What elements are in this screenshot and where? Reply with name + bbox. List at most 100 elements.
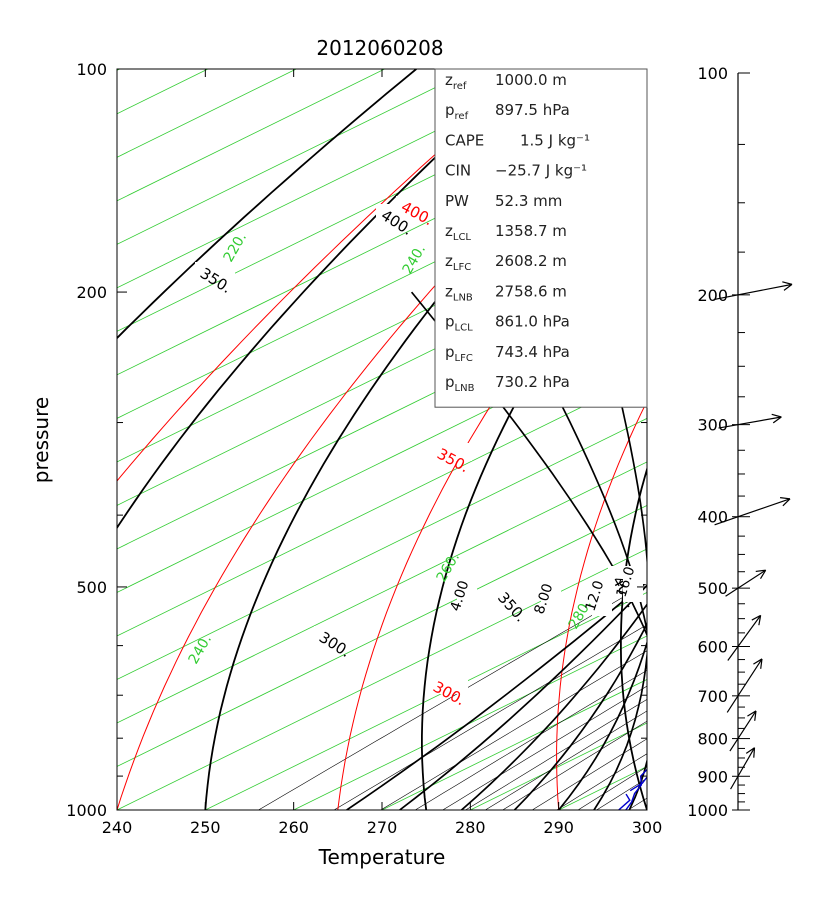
temperature-profile-line <box>625 768 647 810</box>
stat-label: zLFC <box>445 252 471 273</box>
isotherm-line <box>117 504 647 767</box>
wind-arrow-shaft <box>725 569 767 597</box>
isotherm-line <box>117 548 647 810</box>
stat-label: pref <box>445 101 469 122</box>
isotherm-line <box>117 243 647 506</box>
y-axis: 100 200 500 1000 <box>66 60 647 820</box>
moist-adiabat-line <box>346 580 647 810</box>
stat-value: 1358.7 m <box>495 222 567 240</box>
stat-value: 897.5 hPa <box>495 101 570 119</box>
isotherm-line <box>117 69 120 71</box>
stat-label: CAPE <box>445 131 484 149</box>
mixing-ratio-line <box>415 669 647 810</box>
dry-adiabat-line <box>117 69 417 340</box>
y-tick-label: 1000 <box>66 801 107 820</box>
stat-value: 52.3 mm <box>495 192 562 210</box>
wind-axis-label: 600 <box>697 637 728 656</box>
moist-adiabat-line <box>513 622 647 810</box>
wind-arrow-head <box>755 569 766 573</box>
isotherm-line <box>117 330 647 593</box>
y-tick-label: 500 <box>76 578 107 597</box>
x-tick-label: 250 <box>190 818 221 837</box>
stat-value: 2758.6 m <box>495 282 567 300</box>
wind-axis-label: 500 <box>697 579 728 598</box>
label-background <box>428 676 468 694</box>
x-tick-label: 260 <box>278 818 309 837</box>
stat-label: zref <box>445 71 467 92</box>
wind-arrow-shaft <box>730 747 756 790</box>
mixing-ratio-line <box>465 699 647 810</box>
mixing-ratio-line <box>485 710 647 810</box>
wind-arrow-shaft <box>726 658 763 713</box>
stat-value: 2608.2 m <box>495 252 567 270</box>
wind-axis-label: 400 <box>697 508 728 527</box>
stat-label: zLCL <box>445 222 471 243</box>
x-tick-label: 270 <box>367 818 398 837</box>
wind-axis-label: 1000 <box>687 801 728 820</box>
wind-arrow-head <box>745 747 755 754</box>
isotherm-line <box>381 679 647 810</box>
isotherm-line <box>117 69 562 289</box>
wind-arrow-head <box>753 658 763 665</box>
sounding-profiles <box>618 768 647 810</box>
wind-arrow-head <box>782 281 793 285</box>
isotherm-line <box>117 69 474 245</box>
wind-arrow-shaft <box>718 416 782 429</box>
wind-axis-label: 200 <box>697 286 728 305</box>
moist-adiabat-line <box>399 584 647 810</box>
dry-adiabat-line <box>620 466 647 810</box>
wind-profile: 100 200 300 400 500 600 700 800 900 1000 <box>687 64 793 820</box>
isotherm-line <box>117 461 647 724</box>
wind-axis-label: 700 <box>697 687 728 706</box>
wind-axis-label: 300 <box>697 416 728 435</box>
isotherm-line <box>117 69 385 202</box>
wind-arrow-shaft <box>729 710 757 752</box>
wind-arrow-head <box>758 615 762 626</box>
wind-axis-label: 800 <box>697 730 728 749</box>
wind-arrow-head <box>771 413 782 418</box>
mixing-ratio-line <box>655 472 816 810</box>
wind-axis-label: 900 <box>697 767 728 786</box>
stat-value: 743.4 hPa <box>495 343 570 361</box>
y-axis-label: pressure <box>29 397 53 483</box>
label-background <box>493 584 533 602</box>
stat-label: pLNB <box>445 373 475 394</box>
x-tick-label: 300 <box>632 818 663 837</box>
stat-value: 1.5 J kg⁻¹ <box>520 131 590 149</box>
wind-arrow-shaft <box>714 498 791 526</box>
stat-value: 1000.0 m <box>495 71 567 89</box>
stat-label: CIN <box>445 162 471 180</box>
wind-arrow-head <box>754 710 757 721</box>
dry-adiabat-line <box>804 69 816 810</box>
label-background <box>623 568 643 602</box>
wind-arrow-head <box>772 416 782 424</box>
x-tick-label: 280 <box>455 818 486 837</box>
dry-adiabat-line <box>421 200 647 810</box>
label-background <box>592 582 612 616</box>
label-background <box>195 262 235 280</box>
isotherm-line <box>646 809 647 810</box>
label-background <box>432 443 472 461</box>
x-axis: 240 250 260 270 280 290 300 <box>102 69 663 837</box>
y-tick-label: 100 <box>76 60 107 79</box>
isotherm-line <box>117 417 647 680</box>
moist-adiabat-line <box>460 603 647 810</box>
wind-arrow-head <box>782 498 791 507</box>
x-tick-label: 240 <box>102 818 133 837</box>
theta-e-line <box>337 193 647 810</box>
stats-box: zref 1000.0 m pref 897.5 hPa CAPE 1.5 J kg⁻¹ C… <box>434 68 648 408</box>
moist-adiabat-line <box>558 640 647 810</box>
wind-axis-label: 100 <box>697 64 728 83</box>
wind-arrow-shaft <box>727 614 762 661</box>
dry-adiabat-line <box>117 69 532 530</box>
wind-arrow-head <box>751 614 761 621</box>
x-tick-label: 290 <box>543 818 574 837</box>
stat-value: 861.0 hPa <box>495 313 570 331</box>
stat-label: PW <box>445 192 469 210</box>
x-axis-label: Temperature <box>318 845 446 869</box>
mixing-ratio-line <box>380 650 647 810</box>
label-background <box>457 582 477 616</box>
stats-box-frame <box>434 68 648 408</box>
stat-value: −25.7 J kg⁻¹ <box>495 162 587 180</box>
